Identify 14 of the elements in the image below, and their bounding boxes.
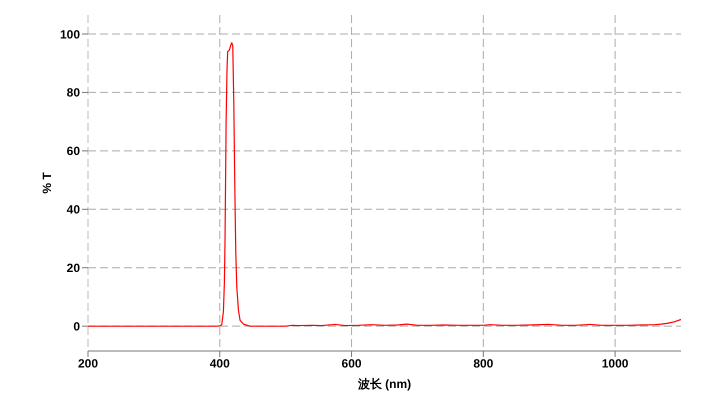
line-series xyxy=(88,42,681,327)
x-tick-label: 200 xyxy=(78,356,98,371)
y-tick-label: 60 xyxy=(66,144,80,158)
x-tick-label: 400 xyxy=(210,356,230,371)
x-tick-label: 1000 xyxy=(602,356,629,371)
y-tick-label: 80 xyxy=(66,86,80,100)
x-tick-label: 600 xyxy=(342,356,362,371)
y-tick-label: 100 xyxy=(60,27,80,42)
x-axis-title: 波长 (nm) xyxy=(356,377,412,391)
y-tick-label: 0 xyxy=(73,319,80,334)
y-tick-label: 40 xyxy=(66,202,80,217)
y-tick-label: 20 xyxy=(66,260,80,275)
x-tick-label: 800 xyxy=(473,356,494,371)
y-axis-title: % T xyxy=(40,172,54,194)
